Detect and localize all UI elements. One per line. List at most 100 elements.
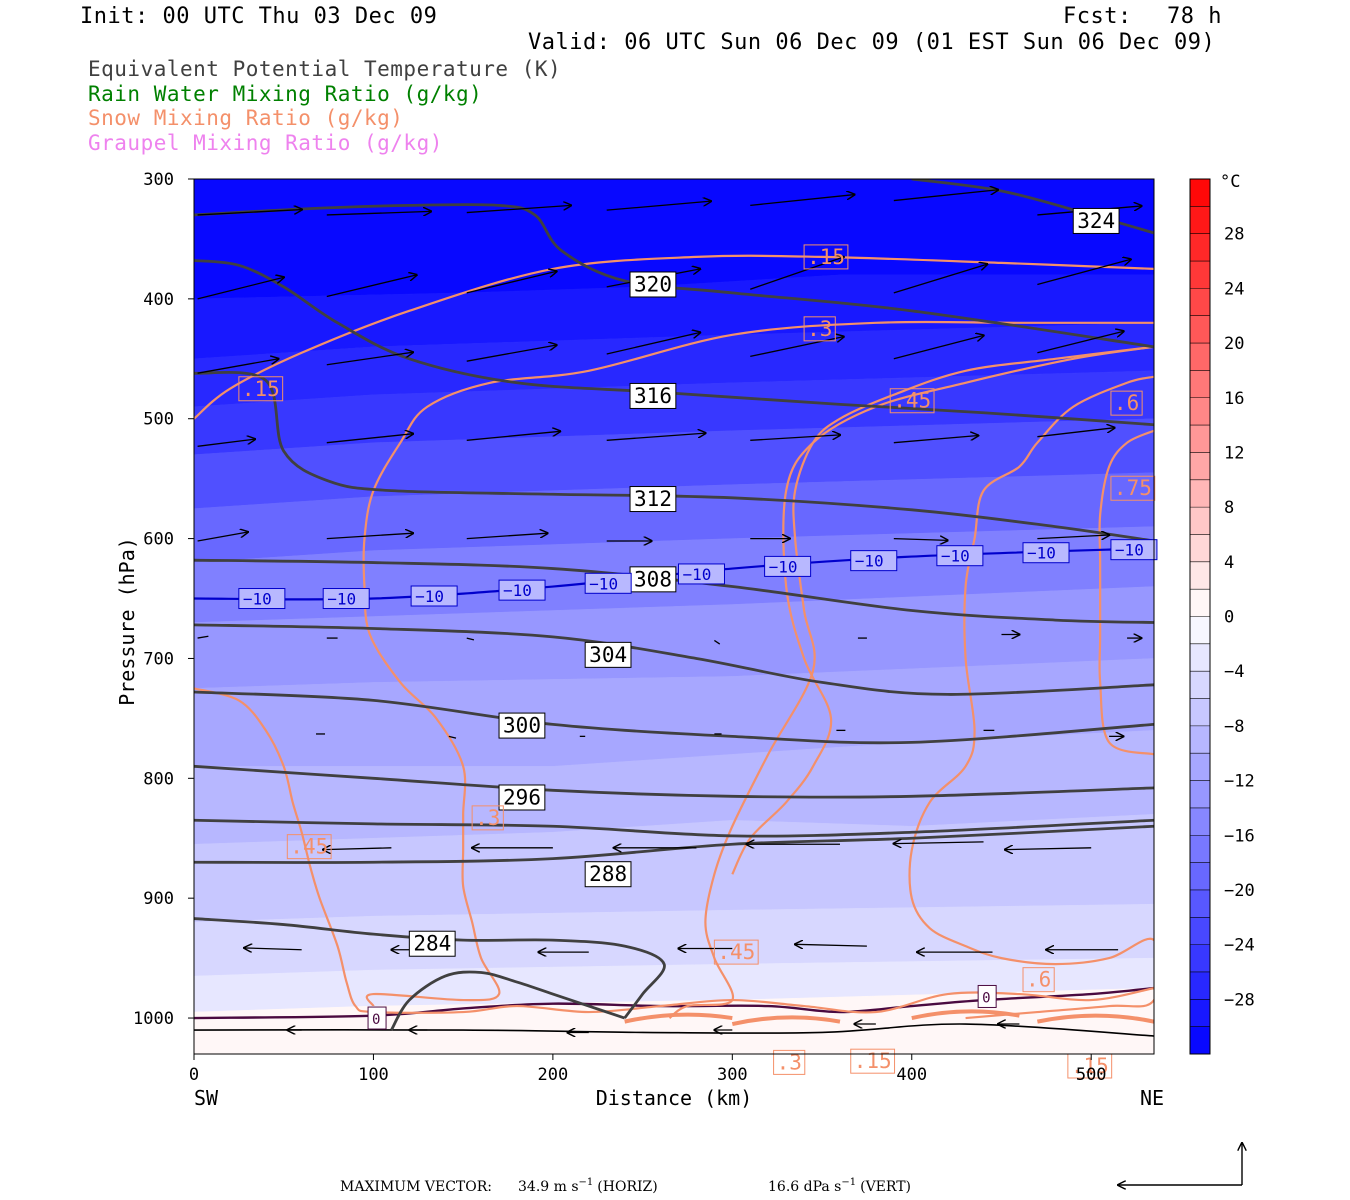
theta-e-contour-9 [194, 824, 1154, 864]
x-tick-label-400: 400 [896, 1065, 927, 1085]
theta-e-label-8-text: 296 [503, 785, 541, 809]
snow-label-0: .15 [238, 376, 284, 402]
theta-e-label-8-box [498, 784, 546, 811]
legend-rain: Rain Water Mixing Ratio (g/kg) [88, 82, 483, 106]
snow-contour-2 [194, 687, 1154, 1014]
init-time: Init: 00 UTC Thu 03 Dec 09 [80, 4, 438, 29]
isotherm-label-box-6 [764, 555, 812, 577]
plot-frame [193, 178, 1155, 1055]
colorbar-cell--14 [1190, 807, 1210, 836]
y-tick-label-1000: 1000 [133, 1009, 174, 1029]
snow-contours [194, 254, 1154, 1026]
isotherm-label-text-9: −10 [1027, 544, 1056, 563]
snow-label-box-4 [286, 834, 332, 860]
colorbar-tick-9: −8 [1224, 717, 1244, 737]
isotherm-label-0: −10 [238, 588, 286, 610]
snow-contour-4 [362, 320, 1154, 1007]
colorbar-tick-4: 12 [1224, 443, 1244, 463]
theta-e-contour-11 [390, 970, 626, 1031]
wind-vector-14 [197, 359, 279, 374]
y-tick-label-300: 300 [143, 170, 174, 190]
snow-label-text-11: .15 [854, 1049, 892, 1073]
snow-label-12: .15 [1067, 1053, 1113, 1079]
isotherm-label-text-10: −10 [1115, 541, 1144, 560]
isotherm-label-box-8 [936, 545, 984, 567]
snow-surface-2 [911, 1009, 1020, 1020]
forecast-hour: 78 h [1167, 4, 1222, 29]
colorbar-cell--16 [1190, 835, 1210, 864]
colorbar-cell--8 [1190, 725, 1210, 754]
isotherm-label-box-1 [322, 588, 370, 610]
x-tick-label-100: 100 [358, 1065, 389, 1085]
theta-e-label-10: 284 [408, 930, 456, 957]
colorbar-cell--18 [1190, 862, 1210, 891]
theta-e-label-7-box [498, 712, 546, 739]
theta-e-label-2: 320 [629, 271, 677, 298]
wind-vector-23 [466, 431, 561, 441]
snow-label-text-4: .45 [290, 835, 328, 859]
theta-e-label-5-box [629, 566, 677, 593]
snow-label-6: .45 [889, 388, 935, 414]
snow-surface-3 [1036, 1013, 1154, 1024]
isotherm-label-box-0 [238, 588, 286, 610]
isotherm-label-box-2 [410, 585, 458, 607]
snow-label-box-6 [889, 388, 935, 414]
theta-e-label-2-box [629, 271, 677, 298]
colorbar-tick-5: 8 [1224, 498, 1234, 518]
colorbar-frame [1189, 178, 1211, 1055]
colorbar-cell--28 [1190, 999, 1210, 1028]
legend-theta-e: Equivalent Potential Temperature (K) [88, 57, 562, 81]
wind-vector-37 [466, 637, 475, 641]
colorbar-cell--24 [1190, 944, 1210, 973]
wind-vector-43 [448, 735, 457, 739]
valid-time: Valid: 06 UTC Sun 06 Dec 09 (01 EST Sun … [528, 30, 1216, 55]
snow-label-text-9: .75 [1114, 476, 1152, 500]
wind-vector-3 [606, 201, 711, 211]
isotherm-label-text-2: −10 [415, 587, 444, 606]
snow-label-text-6: .45 [893, 389, 931, 413]
theta-e-label-3-text: 316 [634, 384, 672, 408]
graupel-label-box-0 [367, 1006, 387, 1030]
theta-e-label-10-box [408, 930, 456, 957]
colorbar-cell--26 [1190, 971, 1210, 1000]
colorbar: 28 24 20 16 12 8 4 0 −4 −8 −12 −16 −20 −24 −28 °C [1189, 172, 1255, 1055]
theta-e-label-4: 312 [629, 486, 677, 513]
wind-vector-13 [1037, 259, 1131, 286]
colorbar-cell--30 [1190, 1026, 1210, 1055]
wind-vector-59 [795, 944, 867, 946]
theta-e-label-0-text: 324 [1077, 209, 1115, 233]
wind-vector-29 [326, 533, 413, 540]
wind-vector-55 [244, 948, 302, 950]
wind-vector-49 [323, 848, 392, 850]
colorbar-tick-1: 24 [1224, 279, 1244, 299]
snow-label-5: .45 [713, 939, 759, 965]
wind-vector-22 [326, 434, 413, 444]
axes: 300 400 500 600 700 800 900 1000 0 100 200 300 400 50… [115, 170, 1164, 1110]
graupel-label-text-0: 0 [372, 1012, 380, 1028]
wind-vector-27 [1037, 428, 1114, 438]
isotherm-label-3: −10 [498, 579, 546, 601]
snow-label-box-2 [803, 316, 836, 342]
colorbar-cell-4 [1190, 561, 1210, 590]
colorbar-cell-0 [1190, 616, 1210, 645]
colorbar-cell-2 [1190, 589, 1210, 617]
wind-vector-7 [197, 277, 284, 300]
snow-label-box-3 [471, 805, 504, 831]
theta-e-contour-2 [194, 259, 1154, 427]
x-axis-label: Distance (km) [596, 1086, 753, 1110]
wind-vector-35 [197, 635, 209, 639]
colorbar-cell-18 [1190, 370, 1210, 399]
snow-surface-0 [624, 1012, 733, 1024]
graupel-label-box-1 [977, 984, 997, 1008]
colorbar-cell-28 [1190, 233, 1210, 262]
rain-contours [194, 1023, 1154, 1037]
isotherm-label-5: −10 [677, 563, 725, 585]
snow-label-text-2: .3 [807, 317, 832, 341]
colorbar-cell-32 [1190, 179, 1210, 207]
colorbar-cell-12 [1190, 452, 1210, 481]
theta-e-label-5: 308 [629, 566, 677, 593]
legend-snow: Snow Mixing Ratio (g/kg) [88, 106, 404, 130]
snow-label-box-9 [1110, 475, 1156, 501]
theta-e-label-8: 296 [498, 784, 546, 811]
